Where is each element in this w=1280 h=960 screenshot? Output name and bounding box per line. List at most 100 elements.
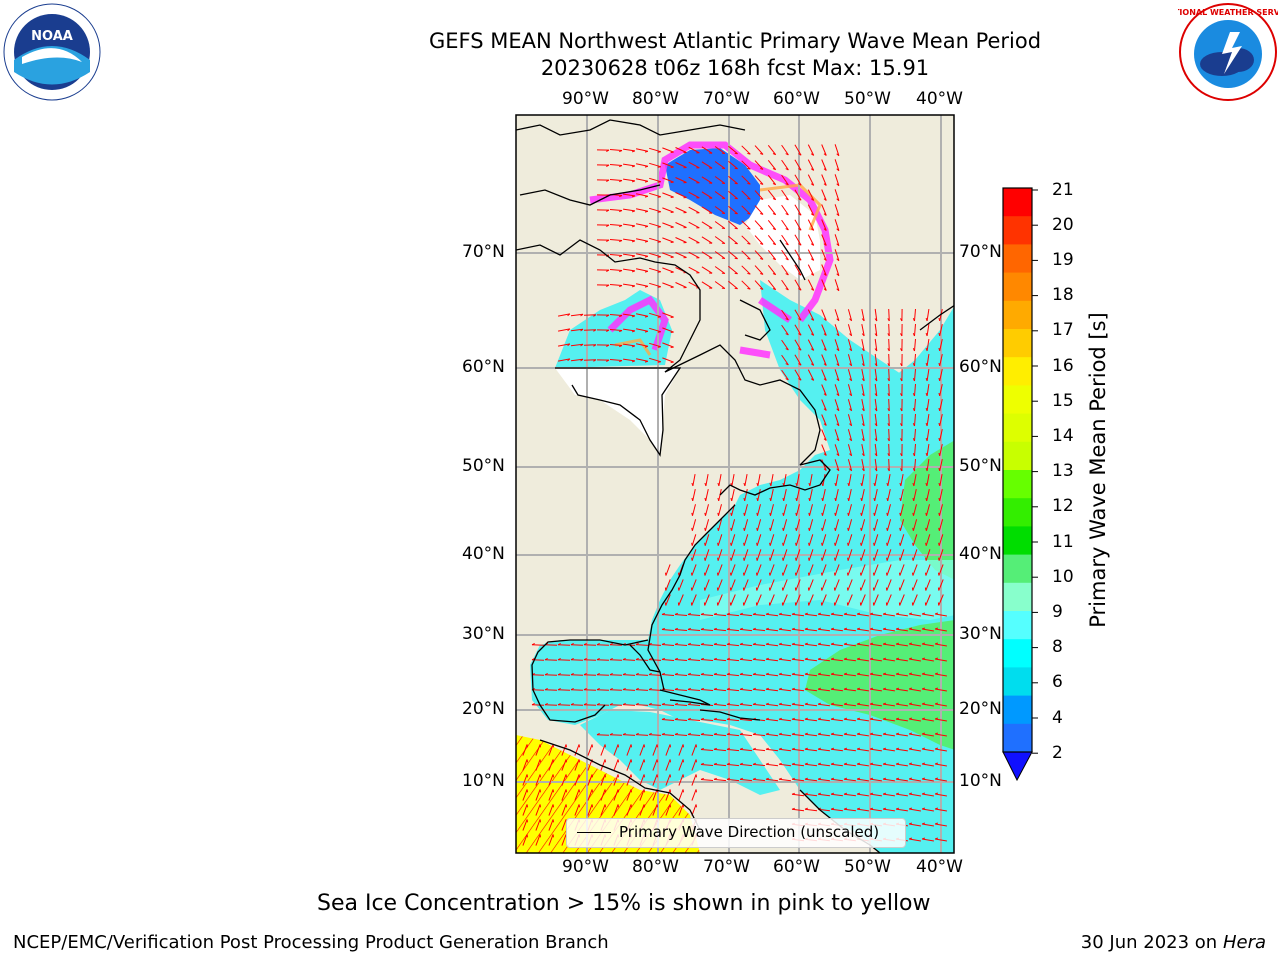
wave-arrow-head — [899, 527, 901, 531]
wave-arrow — [691, 549, 697, 561]
wave-arrow — [757, 504, 761, 516]
wave-arrow — [912, 549, 918, 561]
wave-arrow-head — [782, 497, 785, 502]
wave-arrow-head — [687, 672, 691, 675]
wave-arrow-head — [772, 228, 776, 231]
colorbar-extend-arrow — [1002, 751, 1033, 782]
wave-arrow-head — [847, 497, 850, 502]
wave-arrow — [754, 205, 764, 215]
colorbar — [1003, 188, 1038, 754]
wave-arrow — [548, 804, 554, 816]
wave-arrow — [926, 369, 930, 381]
wave-arrow — [922, 838, 934, 842]
wave-arrow — [701, 191, 713, 199]
wave-arrow-head — [778, 657, 782, 660]
wave-arrow — [900, 474, 904, 486]
wave-arrow — [623, 253, 635, 257]
wave-arrow — [935, 718, 947, 722]
wave-arrow — [914, 338, 916, 352]
wave-arrow-head — [912, 333, 915, 337]
wave-arrow — [861, 384, 865, 396]
wave-arrow-head — [791, 672, 795, 675]
wave-arrow — [781, 354, 789, 366]
wave-arrow-head — [739, 732, 743, 735]
colorbar-segment — [1003, 582, 1032, 612]
wave-arrow-head — [583, 642, 587, 646]
wave-arrow — [860, 579, 866, 591]
wave-arrow — [939, 413, 943, 427]
wave-arrow — [739, 763, 753, 767]
wave-arrow — [861, 309, 865, 321]
wave-arrow-head — [713, 747, 717, 750]
wave-arrow-head — [830, 732, 835, 735]
wave-arrow — [896, 613, 908, 617]
wave-arrow — [847, 519, 853, 531]
wave-arrow-head — [804, 717, 808, 720]
wave-arrow-head — [570, 672, 574, 676]
wave-arrow-head — [700, 777, 704, 780]
wave-arrow-head — [861, 408, 865, 412]
wave-arrow — [692, 504, 696, 516]
colorbar-segment — [1003, 639, 1032, 668]
wave-arrow — [665, 789, 671, 801]
wave-arrow-head — [843, 627, 848, 630]
wave-arrow-head — [785, 213, 789, 216]
wave-arrow — [922, 718, 934, 722]
colorbar-segment — [1003, 695, 1032, 725]
wave-arrow-head — [752, 657, 756, 660]
wave-arrow — [623, 358, 635, 362]
wave-arrow — [888, 383, 890, 397]
wave-arrow — [925, 534, 931, 546]
wave-arrow-head — [606, 224, 610, 227]
ocean-field — [530, 306, 954, 853]
wave-arrow — [649, 192, 661, 198]
wave-arrow — [522, 819, 528, 831]
wave-arrow-head — [886, 557, 888, 561]
wave-arrow — [688, 161, 700, 169]
wave-arrow — [870, 658, 882, 662]
wave-arrow-head — [921, 687, 926, 690]
wave-arrow-head — [730, 512, 732, 516]
wave-arrow-head — [687, 657, 691, 660]
wave-arrow-head — [869, 657, 874, 660]
wave-arrow — [874, 488, 878, 502]
wave-arrow-head — [849, 393, 852, 397]
wave-arrow-head — [823, 198, 827, 201]
wave-arrow-head — [743, 542, 745, 546]
wave-arrow — [752, 628, 766, 632]
wave-arrow — [548, 774, 554, 786]
wave-arrow — [687, 629, 701, 631]
wave-arrow-head — [700, 732, 704, 735]
wave-arrow-head — [861, 468, 865, 472]
wave-arrow-head — [730, 527, 732, 531]
wave-arrow — [914, 413, 916, 427]
wave-arrow-head — [849, 423, 852, 427]
wave-arrow-head — [606, 329, 610, 332]
wave-arrow-head — [908, 612, 913, 615]
wave-arrow — [714, 266, 726, 274]
wave-arrow — [622, 689, 636, 691]
wave-arrow — [623, 148, 635, 152]
colorbar-segment — [1003, 385, 1032, 415]
wave-arrow-head — [674, 717, 678, 720]
wave-arrow — [626, 804, 632, 816]
wave-arrow — [818, 763, 830, 767]
wave-arrow — [791, 688, 805, 692]
wave-arrow — [778, 763, 792, 767]
wave-arrow — [935, 613, 947, 617]
wave-arrow — [818, 673, 830, 677]
wave-arrow-head — [769, 497, 772, 502]
wave-arrow-head — [823, 213, 827, 216]
wave-arrow — [883, 628, 895, 632]
wave-arrow — [548, 789, 554, 801]
wave-arrow — [861, 324, 865, 336]
wave-arrow — [609, 149, 623, 151]
wave-arrow-head — [798, 378, 802, 381]
wave-arrow-head — [836, 333, 840, 337]
wave-arrow-head — [769, 527, 771, 531]
wave-arrow — [888, 398, 890, 412]
wave-arrow-head — [704, 512, 706, 516]
wave-arrow — [739, 658, 753, 662]
wave-arrow — [769, 564, 775, 576]
wave-arrow-head — [900, 393, 903, 397]
